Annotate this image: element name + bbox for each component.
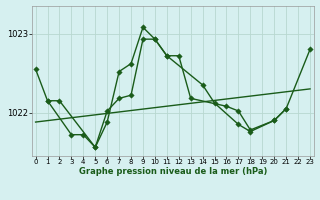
- X-axis label: Graphe pression niveau de la mer (hPa): Graphe pression niveau de la mer (hPa): [79, 167, 267, 176]
